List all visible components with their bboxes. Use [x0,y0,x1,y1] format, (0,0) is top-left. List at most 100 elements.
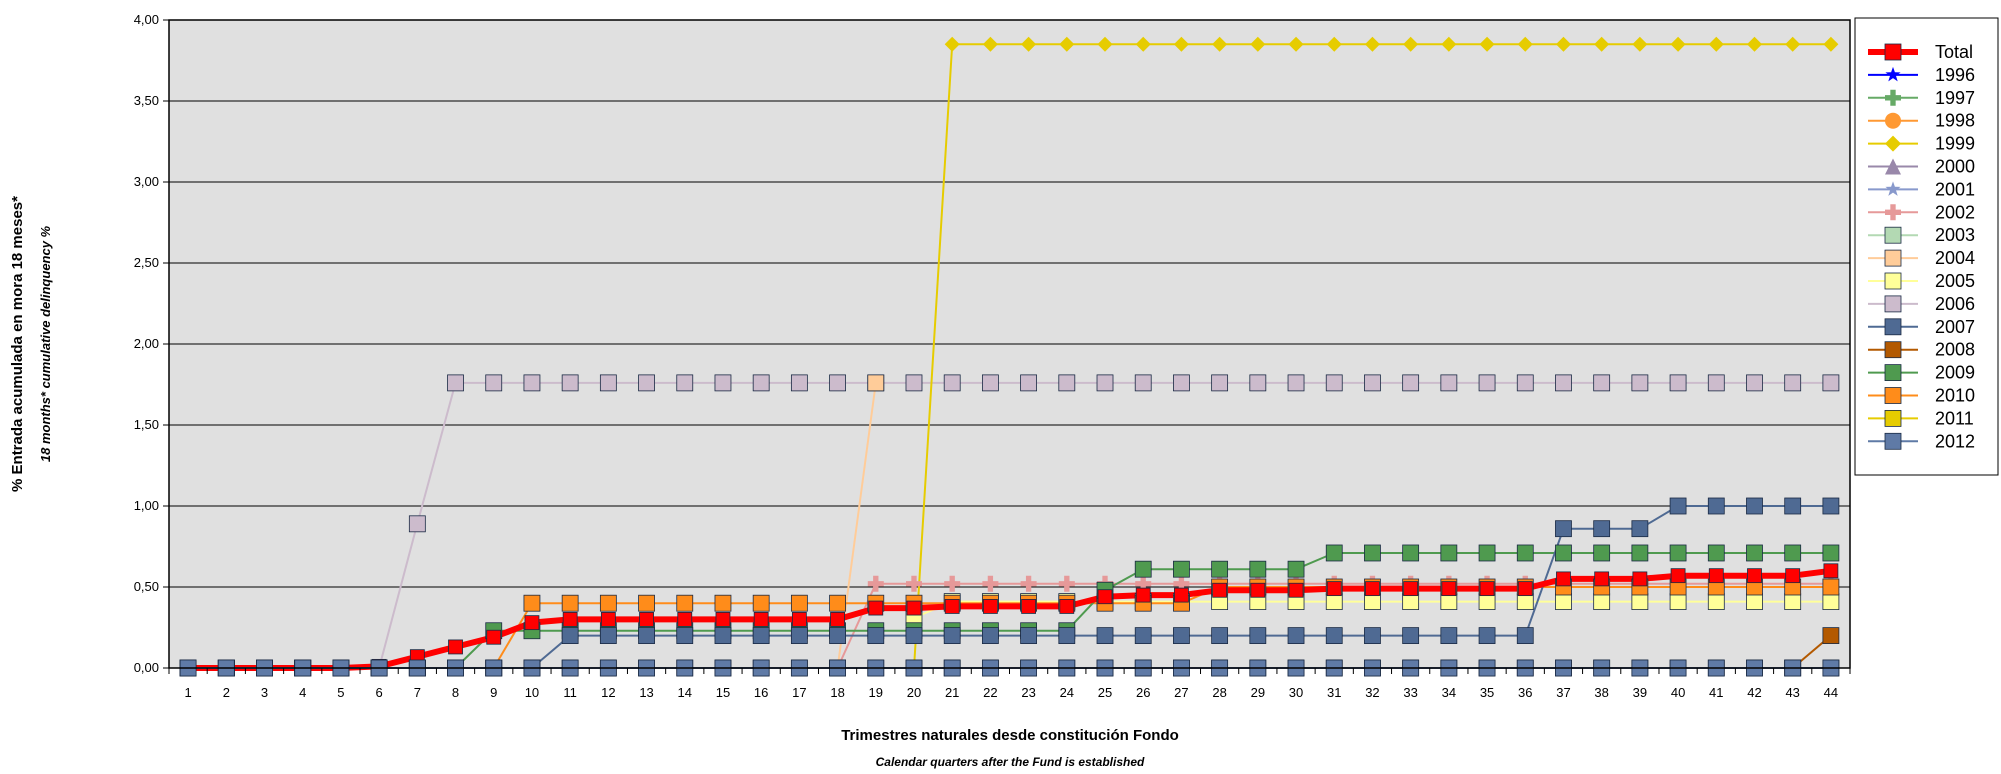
x-tick-label: 4 [299,685,306,700]
legend-marker-2011 [1884,409,1902,427]
data-point-Total [1670,568,1686,584]
data-point-2006 [523,374,541,392]
data-point-2006 [829,374,846,392]
data-point-2007 [1440,627,1458,644]
x-tick-label: 37 [1556,685,1570,700]
x-tick-label: 1 [184,685,191,700]
data-point-Total [1021,599,1037,614]
x-axis-title: Trimestres naturales desde constitución … [841,727,1179,744]
legend-label-1996: 1996 [1935,65,1975,85]
data-point-2006 [905,374,923,392]
data-point-2010 [790,594,808,612]
data-point-2010 [676,594,694,612]
data-point-2007 [981,627,999,644]
data-point-2009 [1593,544,1611,562]
data-point-2007 [1134,627,1152,644]
data-point-2006 [1173,374,1190,392]
data-point-2006 [638,374,655,392]
data-point-2006 [1134,374,1152,392]
data-point-1999 [1173,36,1189,52]
legend-marker-1996 [1885,66,1901,82]
x-tick-label: 31 [1327,685,1341,700]
data-point-2006 [1325,374,1343,392]
data-point-2007 [1287,627,1305,644]
data-point-Total [1250,582,1266,598]
data-point-2007 [1058,627,1076,644]
data-point-2007 [905,627,923,644]
data-point-2007 [790,627,808,644]
data-point-Total [1059,599,1075,614]
data-point-2010 [752,594,770,612]
data-point-1999 [982,36,998,52]
y-tick-labels: 0,00 0,50 1,00 1,50 2,00 2,50 3,00 3,50 4,00 [134,12,169,675]
data-point-2006 [714,374,732,392]
data-point-2005 [1593,593,1611,610]
data-point-2006 [599,374,617,392]
legend-marker-2009 [1884,364,1902,382]
data-point-Total [639,612,654,627]
data-point-2009 [1325,544,1343,562]
data-point-2007 [714,627,732,644]
data-point-Total [486,629,502,645]
data-point-2002 [1173,575,1190,592]
data-point-1999 [1135,36,1151,52]
legend-label-2003: 2003 [1935,225,1975,245]
data-point-2007 [1669,497,1687,515]
legend-label-2010: 2010 [1935,386,1975,406]
data-point-1999 [1403,36,1419,52]
x-tick-label: 27 [1174,685,1188,700]
data-point-2005 [1631,593,1649,610]
data-point-2006 [1364,374,1381,392]
data-point-2002 [867,575,884,592]
data-point-2006 [485,374,503,392]
y-axis-subtitle: 18 months* cumulative delinquency % [38,225,53,462]
data-point-2009 [1478,544,1496,562]
data-point-1999 [1479,36,1495,52]
data-point-2009 [1364,544,1381,562]
data-point-Total [562,612,578,627]
x-tick-label: 17 [792,685,806,700]
x-tick-label: 5 [337,685,344,700]
data-point-2005 [1669,593,1687,610]
y-tick-label: 2,50 [134,255,159,270]
data-point-2006 [1402,374,1420,392]
data-point-Total [1365,581,1380,597]
data-point-2006 [447,374,464,392]
data-point-1999 [1823,36,1839,52]
x-tick-label: 43 [1785,685,1799,700]
data-point-2009 [1746,544,1763,562]
data-point-1999 [1708,36,1724,52]
legend-marker-Total [1884,43,1902,61]
x-tick-label: 40 [1671,685,1685,700]
data-point-1999 [1059,36,1075,52]
data-point-2007 [638,627,655,644]
data-point-1999 [1785,36,1801,52]
data-point-2010 [829,594,846,612]
data-point-2007 [1707,497,1725,515]
data-point-Total [1556,571,1571,587]
data-point-2002 [944,575,961,592]
data-point-2007 [1822,497,1840,515]
legend-label-2000: 2000 [1935,157,1975,177]
x-tick-label: 20 [907,685,921,700]
data-point-2006 [981,374,999,392]
legend-marker-2001 [1885,181,1901,196]
x-tick-label: 14 [678,685,692,700]
x-tick-label: 30 [1289,685,1303,700]
x-tick-label: 22 [983,685,997,700]
data-point-2007 [1173,627,1190,644]
data-point-2005 [1707,593,1725,610]
legend-marker-1997 [1885,89,1901,106]
data-point-2007 [1096,627,1114,644]
data-point-Total [830,612,845,627]
data-point-2007 [1364,627,1381,644]
data-point-2006 [1516,374,1534,392]
data-point-Total [524,615,540,631]
data-point-2009 [1287,560,1305,578]
x-tick-label: 21 [945,685,959,700]
data-point-Total [791,612,807,627]
legend-marker-2007 [1884,318,1902,336]
